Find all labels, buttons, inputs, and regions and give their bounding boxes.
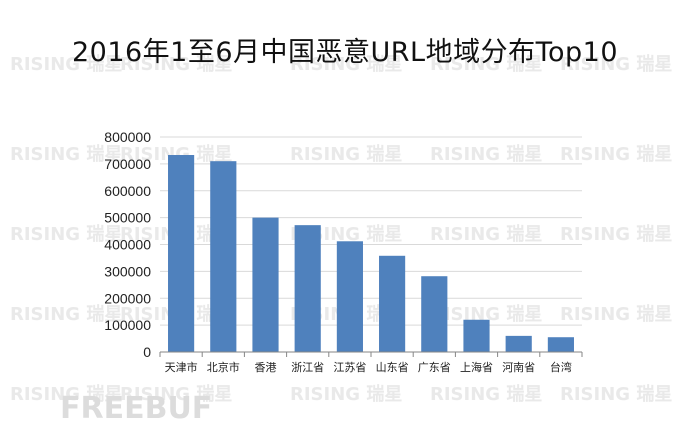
- bar: [294, 225, 321, 352]
- bar: [463, 319, 490, 352]
- y-tick-label: 400000: [104, 237, 151, 253]
- bars: [168, 155, 574, 352]
- x-tick-label: 河南省: [502, 361, 535, 374]
- x-tick-label: 香港: [255, 361, 277, 374]
- x-tick-label: 天津市: [165, 360, 198, 374]
- x-tick-label: 北京市: [207, 360, 240, 374]
- bar: [252, 217, 279, 352]
- y-tick-label: 800000: [104, 129, 151, 145]
- chart-title: 2016年1至6月中国恶意URL地域分布Top10: [71, 37, 619, 68]
- bar: [379, 255, 406, 352]
- bar: [168, 155, 195, 352]
- bar: [336, 241, 363, 352]
- y-tick-label: 500000: [104, 210, 151, 226]
- x-tick-label: 江苏省: [333, 361, 366, 374]
- bar: [505, 335, 532, 352]
- x-axis: [159, 351, 583, 357]
- y-tick-label: 200000: [104, 290, 151, 306]
- x-tick-label: 广东省: [418, 361, 451, 374]
- x-tick-label: 山东省: [376, 361, 409, 374]
- x-tick-label: 上海省: [460, 360, 493, 374]
- y-tick-label: 300000: [104, 263, 151, 279]
- y-tick-label: 100000: [104, 317, 151, 333]
- y-axis-ticks: 0 100000 200000 300000 400000 500000 600000 700…: [104, 129, 151, 360]
- x-tick-label: 台湾: [550, 360, 572, 374]
- x-tick-label: 浙江省: [291, 361, 324, 374]
- x-axis-labels: 天津市 北京市 香港 浙江省 江苏省 山东省 广东省 上海省 河南省 台湾: [165, 360, 572, 374]
- y-tick-label: 0: [143, 344, 151, 360]
- bar: [421, 276, 448, 352]
- bar: [547, 337, 574, 352]
- y-tick-label: 700000: [104, 156, 151, 172]
- y-tick-label: 600000: [104, 183, 151, 199]
- bar: [210, 161, 237, 352]
